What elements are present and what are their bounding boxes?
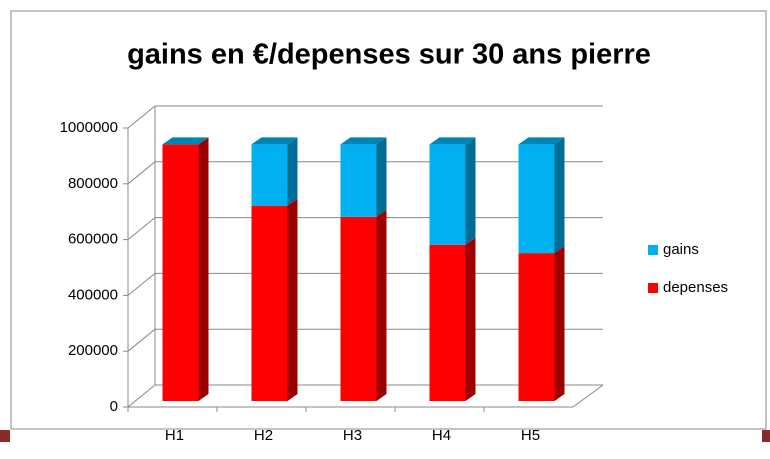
bar-segment [429,244,466,401]
y-tick-label: 600000 [68,231,118,248]
x-tick-label: H4 [432,427,451,444]
bar-side [376,209,387,401]
legend-label: gains [663,241,699,258]
grid-line-side [127,217,156,240]
bar-segment [251,144,288,206]
x-tick-label: H2 [254,427,273,444]
bar-segment [251,205,288,401]
legend-label: depenses [663,279,728,296]
bar-side [554,137,565,254]
bar-top [518,137,565,145]
grid-line-side [127,273,156,296]
edge-decoration [762,430,770,442]
bar-top [429,137,476,145]
bar-segment [518,253,555,401]
y-tick-label: 1000000 [60,119,118,136]
y-tick-label: 200000 [68,342,118,359]
grid-line-side [127,328,156,352]
bar-side [198,137,209,401]
y-tick-label: 400000 [68,286,118,303]
legend-swatch [648,283,658,293]
x-tick-label: H3 [343,427,362,444]
bar-side [287,137,298,206]
bar-side [465,237,476,401]
bar-side [376,137,387,217]
y-tick-label: 0 [110,398,118,415]
bar-side [554,246,565,401]
footer-strip [0,428,770,454]
bar-side [287,198,298,401]
x-tick-label: H5 [521,427,540,444]
bar-top [162,137,209,145]
y-tick-label: 800000 [68,175,118,192]
grid-line-side [127,105,156,129]
bar-segment [429,144,466,245]
bar-side [465,137,476,245]
grid-line-side [127,161,156,185]
bar-segment [340,144,377,217]
floor-side [572,384,604,408]
edge-decoration [0,430,10,442]
legend-swatch [648,245,658,255]
grid-line-side [127,384,156,408]
bar-segment [340,216,377,401]
chart-frame [10,10,767,430]
bar-top [340,137,387,145]
bar-segment [518,144,555,254]
bar-segment [162,144,199,401]
chart-title: gains en €/depenses sur 30 ans pierre [127,39,651,71]
x-tick-label: H1 [165,427,184,444]
bar-top [251,137,298,145]
